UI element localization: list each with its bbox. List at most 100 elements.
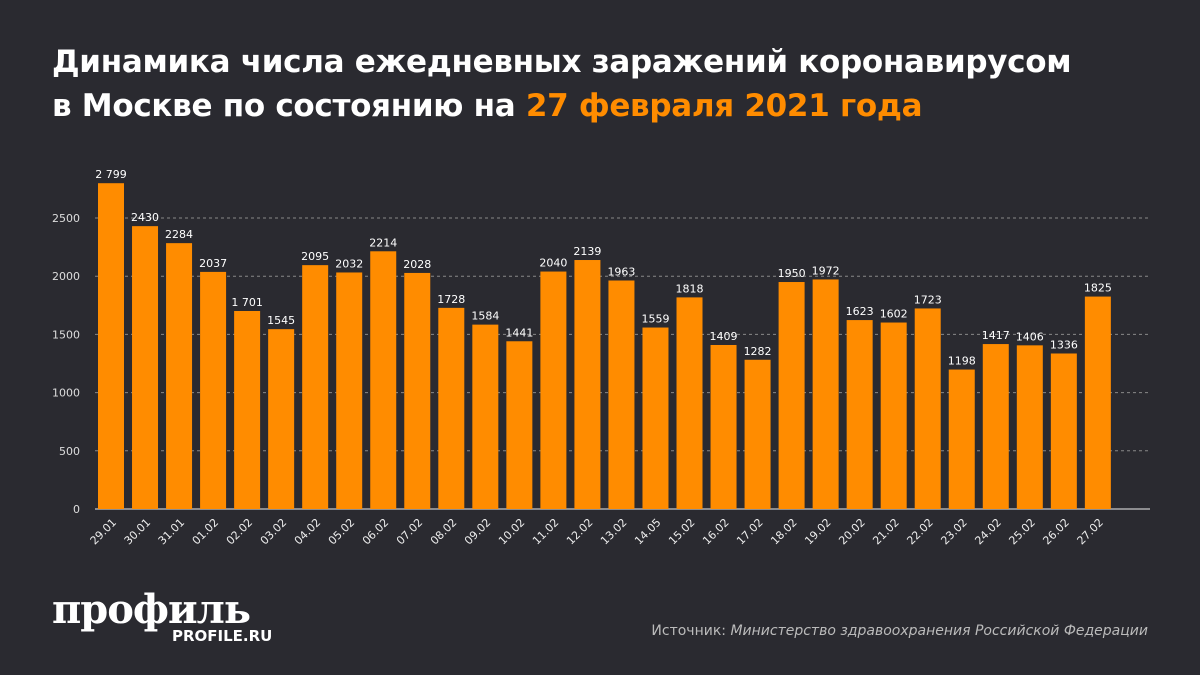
bar <box>472 324 499 509</box>
x-tick-label: 13.02 <box>598 516 629 547</box>
data-label: 1409 <box>710 330 738 343</box>
x-tick-label: 21.02 <box>870 516 901 547</box>
logo-site: PROFILE.RU <box>172 627 273 645</box>
y-tick-label: 0 <box>73 503 80 516</box>
source-label: Источник: <box>651 623 731 639</box>
title-date: 27 февраля 2021 года <box>525 88 923 124</box>
bar <box>132 226 159 509</box>
data-label: 2214 <box>369 236 397 249</box>
data-label: 1441 <box>505 326 533 339</box>
bar <box>778 282 805 509</box>
title-prefix: в Москве по состоянию на <box>52 88 526 124</box>
data-label: 2430 <box>131 211 159 224</box>
title-line-2: в Москве по состоянию на 27 февраля 2021… <box>52 84 1071 128</box>
bar <box>812 279 839 509</box>
title-line-1: Динамика числа ежедневных заражений коро… <box>52 44 1072 80</box>
bar <box>336 272 363 509</box>
data-label: 2 799 <box>95 168 127 181</box>
y-tick-label: 1000 <box>52 387 80 400</box>
data-label: 2284 <box>165 228 193 241</box>
x-tick-label: 17.02 <box>734 516 765 547</box>
data-label: 1 701 <box>231 296 263 309</box>
bar <box>166 243 193 509</box>
data-label: 1825 <box>1084 282 1112 295</box>
y-tick-label: 2500 <box>52 212 80 225</box>
bar <box>744 359 771 509</box>
bar <box>608 280 635 509</box>
bar <box>982 344 1009 509</box>
bar <box>200 271 227 509</box>
x-tick-label: 06.02 <box>360 516 391 547</box>
source-name: Министерство здравоохранения Российской … <box>730 623 1148 639</box>
data-label: 1417 <box>982 329 1010 342</box>
bar <box>880 322 907 509</box>
bar <box>1084 296 1111 509</box>
data-label: 1559 <box>641 313 669 326</box>
bar <box>574 260 601 509</box>
bar <box>268 329 295 509</box>
bar <box>370 251 397 509</box>
y-tick-label: 500 <box>59 445 80 458</box>
x-tick-label: 12.02 <box>564 516 595 547</box>
bar <box>1050 353 1077 509</box>
data-label: 2095 <box>301 250 329 263</box>
x-tick-label: 22.02 <box>904 516 935 547</box>
data-label: 2040 <box>539 257 567 270</box>
x-tick-label: 08.02 <box>428 516 459 547</box>
x-tick-label: 20.02 <box>836 516 867 547</box>
x-tick-label: 24.02 <box>972 516 1003 547</box>
data-label: 1198 <box>948 355 976 368</box>
x-tick-label: 15.02 <box>666 516 697 547</box>
x-tick-label: 05.02 <box>326 516 357 547</box>
source-note: Источник: Министерство здравоохранения Р… <box>651 623 1148 639</box>
x-tick-label: 29.01 <box>88 516 119 547</box>
x-tick-label: 30.01 <box>122 516 153 547</box>
bar <box>846 320 873 509</box>
data-label: 1963 <box>607 266 635 279</box>
x-tick-label: 07.02 <box>394 516 425 547</box>
data-label: 1545 <box>267 314 295 327</box>
x-tick-label: 03.02 <box>258 516 289 547</box>
bar <box>540 271 567 509</box>
bar <box>1016 345 1043 509</box>
data-label: 1818 <box>676 282 704 295</box>
x-tick-label: 10.02 <box>496 516 527 547</box>
data-label: 1406 <box>1016 330 1044 343</box>
data-label: 1602 <box>880 308 908 321</box>
x-tick-label: 27.02 <box>1075 516 1106 547</box>
x-tick-label: 19.02 <box>802 516 833 547</box>
bar <box>98 183 124 509</box>
x-tick-label: 23.02 <box>938 516 969 547</box>
chart-title: Динамика числа ежедневных заражений коро… <box>52 40 1072 128</box>
x-tick-label: 25.02 <box>1006 516 1037 547</box>
data-label: 1336 <box>1050 338 1078 351</box>
x-tick-label: 14.05 <box>632 516 663 547</box>
data-label: 2037 <box>199 257 227 270</box>
x-tick-label: 04.02 <box>292 516 323 547</box>
data-label: 2028 <box>403 258 431 271</box>
data-label: 1972 <box>812 264 840 277</box>
bar <box>404 272 431 509</box>
x-tick-label: 26.02 <box>1040 516 1071 547</box>
bar <box>302 265 329 509</box>
x-tick-label: 01.02 <box>190 516 221 547</box>
x-tick-label: 09.02 <box>462 516 493 547</box>
bar <box>948 369 975 509</box>
data-label: 1282 <box>744 345 772 358</box>
data-label: 2032 <box>335 257 363 270</box>
data-label: 1950 <box>778 267 806 280</box>
x-tick-label: 18.02 <box>768 516 799 547</box>
data-label: 1623 <box>846 305 874 318</box>
data-label: 2139 <box>573 245 601 258</box>
data-label: 1584 <box>471 310 499 323</box>
x-tick-label: 02.02 <box>224 516 255 547</box>
bar <box>710 344 737 509</box>
bar <box>438 307 465 509</box>
y-tick-label: 2000 <box>52 270 80 283</box>
x-tick-label: 11.02 <box>530 516 561 547</box>
bar <box>914 308 941 509</box>
logo: профиль <box>52 586 251 633</box>
bar <box>642 327 669 509</box>
x-tick-label: 16.02 <box>700 516 731 547</box>
